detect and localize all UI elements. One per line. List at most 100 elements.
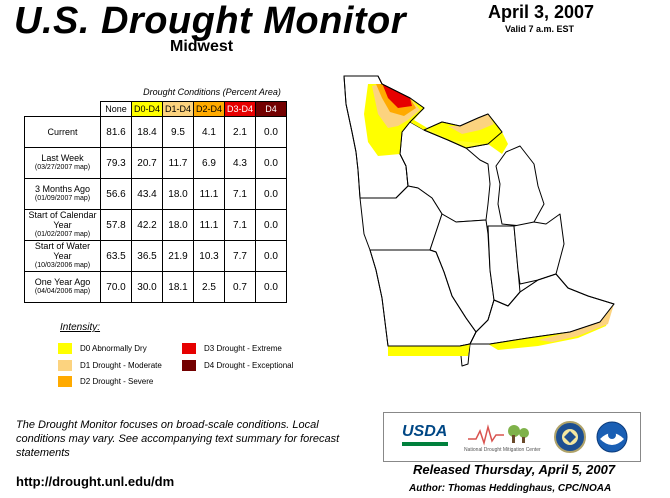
- table-row: Start of Calendar Year (01/02/2007 map) 57…: [24, 209, 287, 241]
- table-cell: 57.8: [100, 209, 132, 241]
- table-corner: [25, 102, 101, 117]
- midwest-drought-map: [343, 75, 615, 367]
- table-row: Current 81.6 18.4 9.5 4.1 2.1 0.0: [24, 116, 287, 148]
- agency-logos: USDA National Drought Mitigation Center: [383, 412, 641, 462]
- row-label-text: Last Week: [41, 153, 84, 163]
- usda-logo: USDA: [402, 423, 448, 440]
- table-cell: 70.0: [100, 271, 132, 303]
- d3-area-north: [380, 78, 412, 108]
- row-label: Current: [24, 116, 101, 148]
- map-title: U.S. Drought Monitor: [14, 0, 407, 42]
- row-label-map-date: (04/04/2006 map): [34, 288, 91, 295]
- table-cell: 11.1: [193, 209, 225, 241]
- row-label: One Year Ago (04/04/2006 map): [24, 271, 101, 303]
- col-header-d0-d4: D0-D4: [131, 101, 163, 117]
- drought-url-link[interactable]: http://drought.unl.edu/dm: [16, 474, 175, 489]
- legend-swatch-d0: [58, 343, 72, 354]
- table-caption: Drought Conditions (Percent Area): [143, 87, 281, 97]
- table-row: One Year Ago (04/04/2006 map) 70.0 30.0 18.1…: [24, 271, 287, 303]
- table-cell: 0.0: [255, 147, 287, 179]
- legend-label-d4: D4 Drought - Exceptional: [204, 361, 294, 370]
- table-cell: 7.1: [224, 178, 256, 210]
- state-michigan-lp: [495, 145, 545, 227]
- table-cell: 11.7: [162, 147, 194, 179]
- table-cell: 30.0: [131, 271, 163, 303]
- table-cell: 20.7: [131, 147, 163, 179]
- col-header-d2-d4: D2-D4: [193, 101, 225, 117]
- drought-conditions-table: None D0-D4 D1-D4 D2-D4 D3-D4 D4 Current 8…: [24, 101, 287, 303]
- ndmc-name: National Drought Mitigation Center: [464, 447, 541, 453]
- table-cell: 7.7: [224, 240, 256, 272]
- d0-area-missouri: [388, 344, 470, 356]
- map-date: April 3, 2007: [488, 2, 595, 22]
- row-label-text: Current: [47, 127, 78, 137]
- table-cell: 18.0: [162, 178, 194, 210]
- table-cell: 2.1: [224, 116, 256, 148]
- table-cell: 0.0: [255, 116, 287, 148]
- release-date: Released Thursday, April 5, 2007: [413, 462, 616, 477]
- noaa-logo: [596, 421, 628, 453]
- state-ohio: [513, 213, 565, 285]
- row-label: Start of Calendar Year (01/02/2007 map): [24, 209, 101, 241]
- table-cell: 18.0: [162, 209, 194, 241]
- table-cell: 79.3: [100, 147, 132, 179]
- row-label-map-date: (01/02/2007 map): [34, 231, 91, 238]
- table-cell: 4.3: [224, 147, 256, 179]
- table-cell: 2.5: [193, 271, 225, 303]
- d1-area-south: [538, 304, 614, 342]
- row-label-text: Start of Calendar Year: [28, 210, 97, 230]
- row-label: Last Week (03/27/2007 map): [24, 147, 101, 179]
- table-cell: 11.1: [193, 178, 225, 210]
- table-cell: 7.1: [224, 209, 256, 241]
- table-cell: 81.6: [100, 116, 132, 148]
- table-cell: 0.7: [224, 271, 256, 303]
- col-header-none: None: [100, 101, 132, 117]
- row-label: Start of Water Year (10/03/2006 map): [24, 240, 101, 272]
- row-label-map-date: (01/09/2007 map): [34, 195, 91, 202]
- table-cell: 18.4: [131, 116, 163, 148]
- legend-label-d2: D2 Drought - Severe: [80, 377, 154, 386]
- legend-item-d2: D2 Drought - Severe: [58, 376, 153, 387]
- table-cell: 42.2: [131, 209, 163, 241]
- col-header-d4: D4: [255, 101, 287, 117]
- table-cell: 43.4: [131, 178, 163, 210]
- doc-seal-logo: [554, 421, 586, 453]
- table-cell: 0.0: [255, 178, 287, 210]
- table-cell: 0.0: [255, 240, 287, 272]
- row-label-text: Start of Water Year: [34, 241, 91, 261]
- region-name: Midwest: [170, 38, 234, 55]
- table-row: Last Week (03/27/2007 map) 79.3 20.7 11.7 6.9…: [24, 147, 287, 179]
- table-cell: 18.1: [162, 271, 194, 303]
- legend-item-d1: D1 Drought - Moderate: [58, 360, 162, 371]
- valid-time: Valid 7 a.m. EST: [505, 24, 575, 34]
- legend-item-d0: D0 Abnormally Dry: [58, 343, 147, 354]
- row-label-text: One Year Ago: [34, 277, 91, 287]
- legend-swatch-d3: [182, 343, 196, 354]
- legend-title: Intensity:: [60, 322, 101, 333]
- table-cell: 6.9: [193, 147, 225, 179]
- row-label-text: 3 Months Ago: [34, 184, 91, 194]
- ndmc-logo: [468, 424, 529, 446]
- usda-logo-bar: [402, 442, 448, 446]
- d1-area-up: [448, 114, 494, 134]
- table-row: 3 Months Ago (01/09/2007 map) 56.6 43.4 18.0…: [24, 178, 287, 210]
- author-credit: Author: Thomas Heddinghaus, CPC/NOAA: [409, 483, 612, 494]
- table-cell: 9.5: [162, 116, 194, 148]
- legend-label-d1: D1 Drought - Moderate: [80, 361, 162, 370]
- table-cell: 63.5: [100, 240, 132, 272]
- row-label-map-date: (10/03/2006 map): [34, 262, 91, 269]
- legend-item-d4: D4 Drought - Exceptional: [182, 360, 293, 371]
- col-header-d1-d4: D1-D4: [162, 101, 194, 117]
- row-label: 3 Months Ago (01/09/2007 map): [24, 178, 101, 210]
- table-cell: 4.1: [193, 116, 225, 148]
- legend-label-d3: D3 Drought - Extreme: [204, 344, 282, 353]
- legend-label-d0: D0 Abnormally Dry: [80, 344, 147, 353]
- legend-swatch-d4: [182, 360, 196, 371]
- legend-swatch-d2: [58, 376, 72, 387]
- table-cell: 10.3: [193, 240, 225, 272]
- row-label-map-date: (03/27/2007 map): [34, 164, 91, 171]
- table-row: Start of Water Year (10/03/2006 map) 63.5 3…: [24, 240, 287, 272]
- legend-item-d3: D3 Drought - Extreme: [182, 343, 282, 354]
- footnote: The Drought Monitor focuses on broad-sca…: [16, 419, 340, 459]
- table-cell: 36.5: [131, 240, 163, 272]
